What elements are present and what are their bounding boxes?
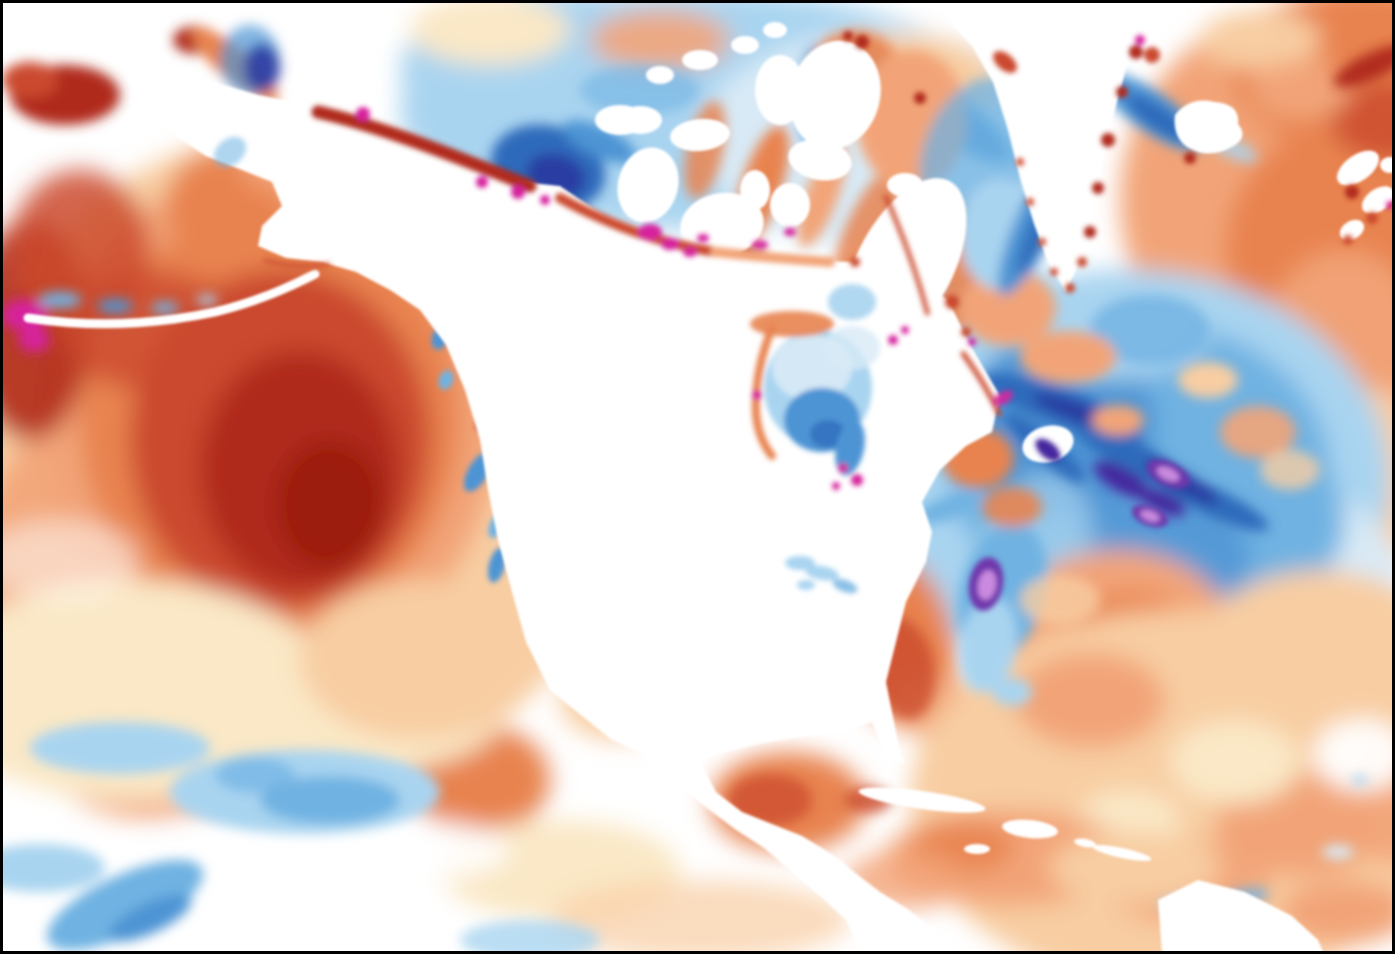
aleutian-cool-spots bbox=[38, 292, 218, 314]
iceland bbox=[1174, 100, 1243, 154]
cold-pool-core-streaks bbox=[913, 373, 1269, 706]
james-bay-extreme-dab bbox=[832, 482, 840, 490]
scandinavia bbox=[1336, 150, 1395, 241]
foxe-basin bbox=[828, 284, 876, 320]
overlays-above-land bbox=[213, 31, 1394, 611]
arctic-coast-extreme-band bbox=[555, 193, 860, 267]
hispaniola bbox=[1002, 819, 1058, 839]
aleutian-island-arc bbox=[23, 269, 320, 329]
atlantic-extreme-cold-purple-spots bbox=[968, 438, 1190, 611]
gulf-warm-cores bbox=[728, 774, 892, 826]
jamaica bbox=[964, 844, 990, 854]
africa-northwest bbox=[1158, 880, 1324, 954]
puerto-rico bbox=[1074, 838, 1096, 848]
hudson-bay-extreme-dab bbox=[752, 390, 762, 400]
tropical-pacific-cool-bands bbox=[0, 722, 600, 954]
arctic-archipelago bbox=[595, 22, 967, 352]
greenland bbox=[938, 2, 1168, 292]
hudson-bay-cold-pool bbox=[750, 284, 880, 490]
bering-strait-cool bbox=[213, 136, 247, 168]
great-lakes bbox=[785, 556, 858, 594]
alaska-coast-extreme-band bbox=[311, 105, 550, 205]
alaska-peninsula-warm-accent bbox=[263, 258, 331, 269]
labrador-coast-accents bbox=[959, 350, 1013, 417]
greenland-coast-warm-accents bbox=[993, 35, 1196, 293]
baffin-coast-warm-accents bbox=[882, 92, 976, 346]
james-bay-extreme-dab bbox=[851, 474, 863, 486]
norway-coast-warm-accents bbox=[1333, 44, 1395, 88]
land-mask bbox=[23, 2, 1395, 954]
cuba bbox=[858, 787, 986, 813]
james-bay-extreme-dab bbox=[838, 463, 848, 473]
james-bay bbox=[835, 420, 865, 476]
lesser-antilles bbox=[1092, 845, 1152, 861]
caribbean-islands bbox=[858, 787, 1152, 861]
hudson-bay-west-warm-rim bbox=[751, 324, 776, 460]
